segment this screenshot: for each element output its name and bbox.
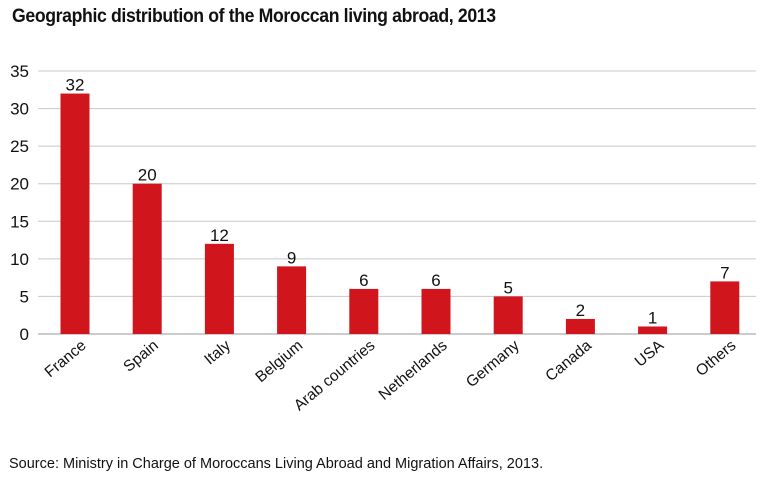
bar (422, 289, 451, 334)
y-tick-label: 35 (10, 62, 29, 81)
data-label: 5 (503, 278, 512, 297)
bar (638, 326, 667, 334)
bar (61, 94, 90, 334)
y-tick-label: 5 (20, 287, 29, 306)
y-tick-label: 25 (10, 137, 29, 156)
data-label: 20 (138, 166, 157, 185)
x-axis-tick-labels: FranceSpainItalyBelgiumArab countriesNet… (42, 337, 740, 415)
bar (494, 296, 523, 334)
bar (566, 319, 595, 334)
y-tick-label: 0 (20, 325, 29, 344)
data-label: 9 (287, 248, 296, 267)
data-label: 12 (210, 226, 229, 245)
data-labels: 32 20 12 9 6 6 5 2 1 7 (66, 76, 730, 328)
data-label: 6 (431, 271, 440, 290)
data-label: 1 (648, 308, 657, 327)
x-tick-label: Others (693, 337, 740, 380)
bar (277, 266, 306, 334)
x-tick-label: Belgium (252, 337, 306, 386)
y-tick-label: 20 (10, 175, 29, 194)
data-label: 32 (66, 76, 85, 95)
x-tick-label: Italy (201, 337, 234, 368)
bar (349, 289, 378, 334)
x-tick-label: Germany (463, 337, 523, 391)
bar-chart: 0 5 10 15 20 25 30 35 32 20 12 9 6 6 5 2 1 7 France Spain… (0, 0, 768, 450)
x-tick-label: Netherlands (376, 337, 451, 404)
y-tick-label: 15 (10, 212, 29, 231)
bars (61, 94, 740, 334)
data-label: 6 (359, 271, 368, 290)
x-tick-label: USA (632, 337, 668, 371)
y-tick-label: 10 (10, 250, 29, 269)
bar (710, 281, 739, 334)
x-tick-label: Canada (542, 337, 595, 385)
bar (133, 184, 162, 334)
y-tick-label: 30 (10, 100, 29, 119)
data-label: 7 (720, 263, 729, 282)
source-note: Source: Ministry in Charge of Moroccans … (9, 456, 543, 472)
x-tick-label: Spain (120, 337, 161, 376)
x-tick-label: France (42, 337, 90, 381)
data-label: 2 (576, 301, 585, 320)
bar (205, 244, 234, 334)
y-axis-tick-labels: 0 5 10 15 20 25 30 35 (10, 62, 29, 344)
